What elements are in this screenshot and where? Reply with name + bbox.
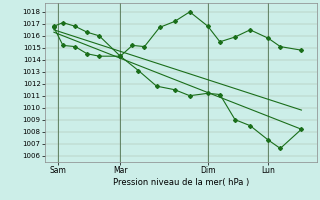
X-axis label: Pression niveau de la mer( hPa ): Pression niveau de la mer( hPa )	[113, 178, 249, 187]
